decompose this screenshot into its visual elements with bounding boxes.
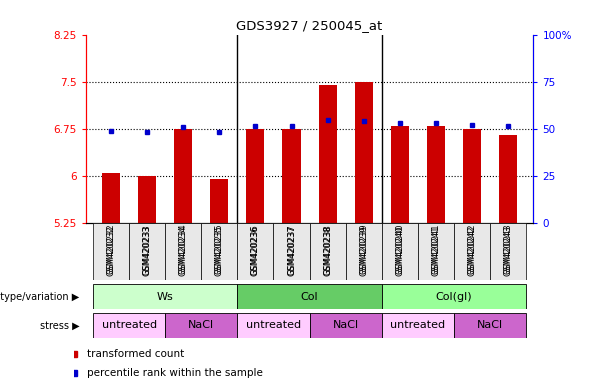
Text: transformed count: transformed count <box>87 349 185 359</box>
Text: GSM420235: GSM420235 <box>215 224 224 275</box>
Text: GSM420243: GSM420243 <box>503 225 512 276</box>
Text: GSM420241: GSM420241 <box>432 224 440 275</box>
Text: GSM420234: GSM420234 <box>179 225 188 276</box>
Text: GSM420234: GSM420234 <box>179 224 188 275</box>
FancyBboxPatch shape <box>166 313 237 338</box>
FancyBboxPatch shape <box>382 284 526 309</box>
Text: untreated: untreated <box>102 320 157 331</box>
FancyBboxPatch shape <box>418 223 454 280</box>
Text: GSM420237: GSM420237 <box>287 225 296 276</box>
Text: Col: Col <box>301 291 318 302</box>
FancyBboxPatch shape <box>93 284 237 309</box>
FancyBboxPatch shape <box>237 313 310 338</box>
Text: untreated: untreated <box>246 320 301 331</box>
Text: NaCl: NaCl <box>477 320 503 331</box>
Bar <box>355 82 373 223</box>
Text: GSM420236: GSM420236 <box>251 225 260 276</box>
Text: GSM420236: GSM420236 <box>251 224 260 275</box>
Text: untreated: untreated <box>390 320 446 331</box>
FancyBboxPatch shape <box>490 223 526 280</box>
Bar <box>174 129 192 223</box>
Bar <box>427 126 445 223</box>
FancyBboxPatch shape <box>382 223 418 280</box>
Text: GSM420243: GSM420243 <box>503 224 512 275</box>
Text: GSM420239: GSM420239 <box>359 225 368 276</box>
FancyBboxPatch shape <box>166 223 201 280</box>
Bar <box>102 172 120 223</box>
Text: GSM420242: GSM420242 <box>468 225 476 276</box>
Bar <box>463 129 481 223</box>
Text: GSM420232: GSM420232 <box>107 224 116 275</box>
Text: GSM420235: GSM420235 <box>215 225 224 276</box>
FancyBboxPatch shape <box>237 284 382 309</box>
Text: NaCl: NaCl <box>333 320 359 331</box>
Bar <box>390 126 409 223</box>
Text: GSM420240: GSM420240 <box>395 225 405 276</box>
FancyBboxPatch shape <box>129 223 166 280</box>
Text: GSM420233: GSM420233 <box>143 225 151 276</box>
FancyBboxPatch shape <box>237 223 273 280</box>
Text: Ws: Ws <box>157 291 173 302</box>
FancyBboxPatch shape <box>310 313 382 338</box>
FancyBboxPatch shape <box>382 313 454 338</box>
Text: percentile rank within the sample: percentile rank within the sample <box>87 368 263 378</box>
Text: NaCl: NaCl <box>188 320 215 331</box>
Text: GSM420240: GSM420240 <box>395 224 405 275</box>
Text: GSM420232: GSM420232 <box>107 225 116 276</box>
Bar <box>210 179 229 223</box>
Text: GSM420238: GSM420238 <box>323 224 332 275</box>
FancyBboxPatch shape <box>454 313 526 338</box>
Bar <box>319 85 337 223</box>
Bar <box>246 129 264 223</box>
Text: Col(gl): Col(gl) <box>436 291 472 302</box>
FancyBboxPatch shape <box>346 223 382 280</box>
Text: stress ▶: stress ▶ <box>40 320 80 331</box>
Text: GSM420237: GSM420237 <box>287 224 296 275</box>
Text: GSM420241: GSM420241 <box>432 225 440 276</box>
Bar <box>499 135 517 223</box>
FancyBboxPatch shape <box>310 223 346 280</box>
FancyBboxPatch shape <box>454 223 490 280</box>
FancyBboxPatch shape <box>201 223 237 280</box>
Text: genotype/variation ▶: genotype/variation ▶ <box>0 291 80 302</box>
Text: GSM420233: GSM420233 <box>143 224 151 275</box>
Bar <box>283 129 300 223</box>
Text: GSM420239: GSM420239 <box>359 224 368 275</box>
FancyBboxPatch shape <box>273 223 310 280</box>
Text: GSM420242: GSM420242 <box>468 224 476 275</box>
Title: GDS3927 / 250045_at: GDS3927 / 250045_at <box>237 19 383 32</box>
FancyBboxPatch shape <box>93 223 129 280</box>
Bar <box>138 176 156 223</box>
FancyBboxPatch shape <box>93 313 166 338</box>
Text: GSM420238: GSM420238 <box>323 225 332 276</box>
